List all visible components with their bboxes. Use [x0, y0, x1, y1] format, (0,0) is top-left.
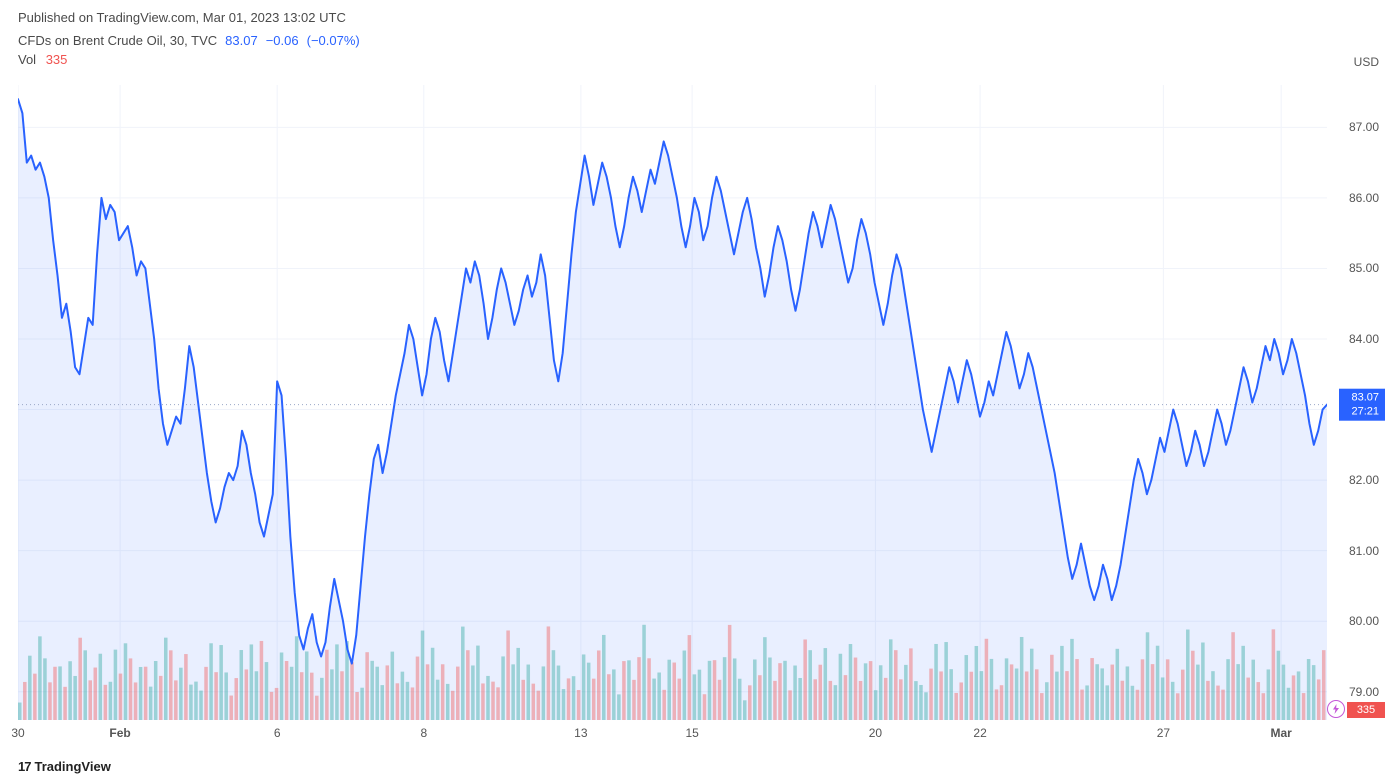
chart-area[interactable] [18, 85, 1327, 720]
vol-label: Vol [18, 52, 36, 67]
symbol-text: CFDs on Brent Crude Oil, 30, TVC [18, 33, 217, 48]
current-price-badge: 83.0727:21 [1339, 388, 1385, 421]
footer-brand: 17 TradingView [18, 759, 111, 774]
badge-price: 83.07 [1345, 390, 1379, 404]
y-tick-label: 86.00 [1349, 191, 1379, 205]
price-chart-svg [18, 85, 1327, 720]
y-tick-label: 85.00 [1349, 261, 1379, 275]
x-tick-label: Mar [1271, 726, 1292, 740]
flash-icon[interactable] [1327, 700, 1345, 718]
x-tick-label: Feb [109, 726, 130, 740]
x-tick-label: 22 [973, 726, 986, 740]
change-pct: (−0.07%) [307, 33, 360, 48]
y-tick-label: 80.00 [1349, 614, 1379, 628]
x-tick-label: 15 [685, 726, 698, 740]
symbol-info-row: CFDs on Brent Crude Oil, 30, TVC 83.07 −… [0, 31, 1387, 50]
y-tick-label: 82.00 [1349, 473, 1379, 487]
change-abs: −0.06 [266, 33, 299, 48]
y-tick-label: 87.00 [1349, 120, 1379, 134]
vol-value: 335 [46, 52, 68, 67]
volume-info-row: Vol 335 [0, 50, 1387, 69]
x-tick-label: 27 [1157, 726, 1170, 740]
tradingview-logo-icon: 17 [18, 759, 30, 774]
x-tick-label: 13 [574, 726, 587, 740]
volume-badge: 335 [1347, 702, 1385, 718]
x-tick-label: 30 [11, 726, 24, 740]
x-tick-label: 20 [869, 726, 882, 740]
x-tick-label: 8 [420, 726, 427, 740]
last-price: 83.07 [225, 33, 258, 48]
y-axis: USD 79.0080.0081.0082.0083.0084.0085.008… [1327, 85, 1387, 720]
x-axis: 30Feb681315202227Mar [18, 726, 1327, 750]
x-tick-label: 6 [274, 726, 281, 740]
badge-countdown: 27:21 [1345, 405, 1379, 419]
publish-header: Published on TradingView.com, Mar 01, 20… [0, 0, 1387, 31]
y-tick-label: 84.00 [1349, 332, 1379, 346]
y-axis-unit: USD [1354, 55, 1379, 69]
y-tick-label: 79.00 [1349, 685, 1379, 699]
brand-text: TradingView [34, 759, 110, 774]
y-tick-label: 81.00 [1349, 544, 1379, 558]
published-text: Published on TradingView.com, Mar 01, 20… [18, 10, 346, 25]
